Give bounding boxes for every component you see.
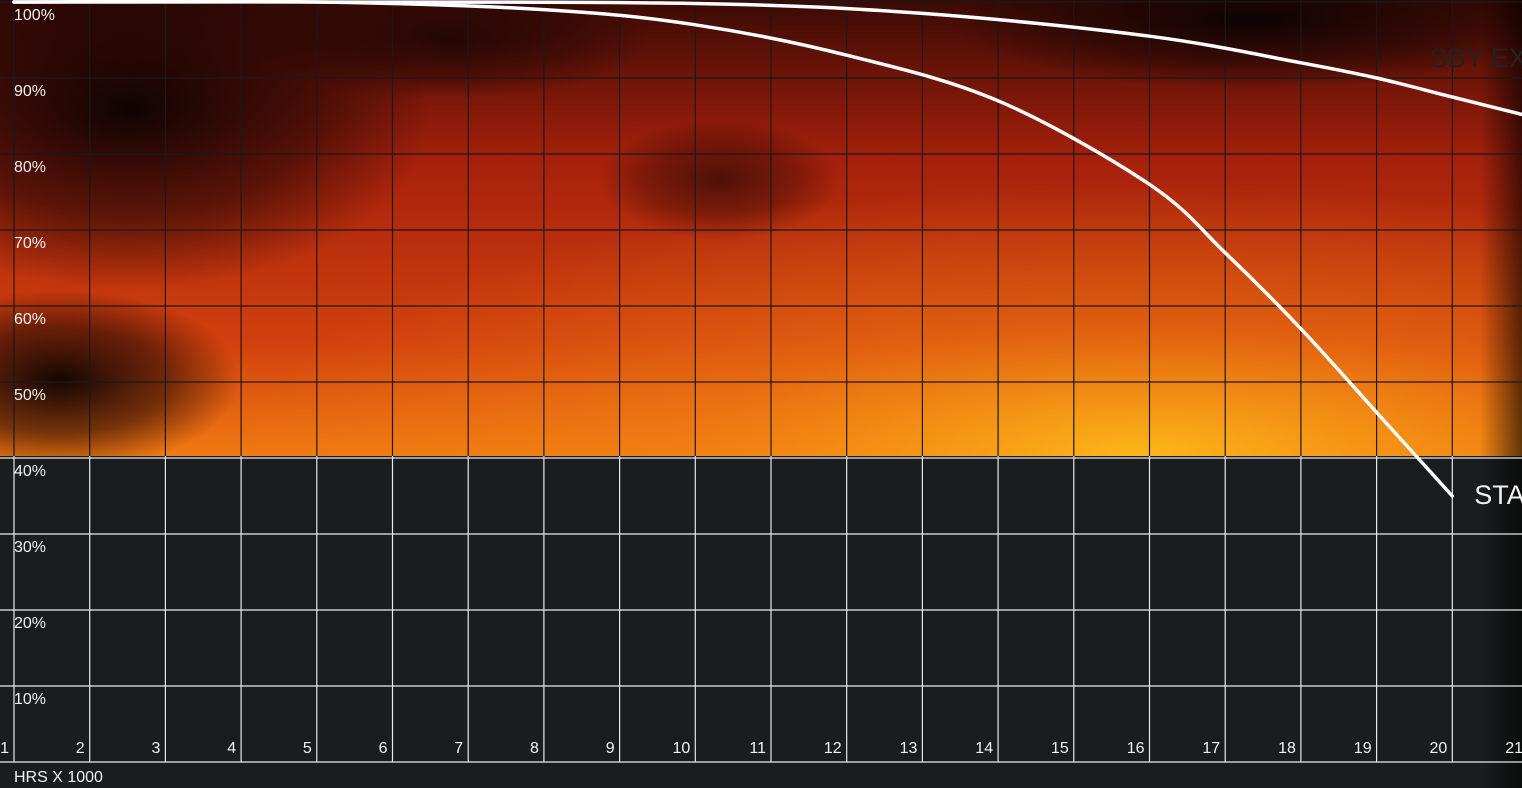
x-tick-label: 11	[749, 740, 766, 757]
x-tick-label: 7	[454, 740, 463, 757]
x-tick-label: 18	[1278, 740, 1296, 757]
x-axis-ticks: 1 2 3 4 5 6 7 8 9 10 11 12 13 14 15 16 17 18 19 20 21	[0, 740, 1522, 757]
x-tick-label: 6	[379, 740, 388, 757]
y-tick-label: 90%	[14, 83, 46, 100]
x-tick-label: 4	[227, 740, 236, 757]
grid-lines	[0, 456, 1522, 763]
x-tick-label: 21	[1505, 740, 1522, 757]
x-tick-label: 15	[1051, 740, 1069, 757]
y-tick-label: 80%	[14, 159, 46, 176]
y-tick-label: 40%	[14, 463, 46, 480]
x-tick-label: 1	[0, 740, 9, 757]
y-tick-label: 50%	[14, 387, 46, 404]
y-tick-label: 100%	[14, 7, 55, 24]
series-line-2	[12, 0, 1455, 498]
x-tick-label: 16	[1127, 740, 1145, 757]
x-tick-label: 8	[530, 740, 539, 757]
y-tick-label: 60%	[14, 311, 46, 328]
x-tick-label: 2	[76, 740, 85, 757]
x-tick-label: 9	[606, 740, 615, 757]
x-tick-label: 5	[303, 740, 312, 757]
y-tick-label: 20%	[14, 615, 46, 632]
y-tick-label: 30%	[14, 539, 46, 556]
y-tick-label: 10%	[14, 691, 46, 708]
series-labels: SBY EX STAND	[1430, 43, 1522, 510]
x-tick-label: 14	[975, 740, 993, 757]
series-label-2: STAND	[1474, 480, 1522, 510]
x-tick-label: 19	[1354, 740, 1372, 757]
x-tick-label: 10	[673, 740, 691, 757]
series-label-1: SBY EX	[1430, 43, 1522, 73]
y-tick-label: 70%	[14, 235, 46, 252]
x-tick-label: 17	[1202, 740, 1220, 757]
x-tick-label: 20	[1430, 740, 1448, 757]
x-tick-label: 3	[151, 740, 160, 757]
x-tick-label: 12	[824, 740, 842, 757]
x-tick-label: 13	[900, 740, 918, 757]
series-lines	[12, 0, 1522, 498]
y-axis-ticks: 10% 20% 30% 40% 50% 60% 70% 80% 90% 100%	[14, 7, 55, 708]
x-axis-label: HRS X 1000	[14, 769, 103, 786]
